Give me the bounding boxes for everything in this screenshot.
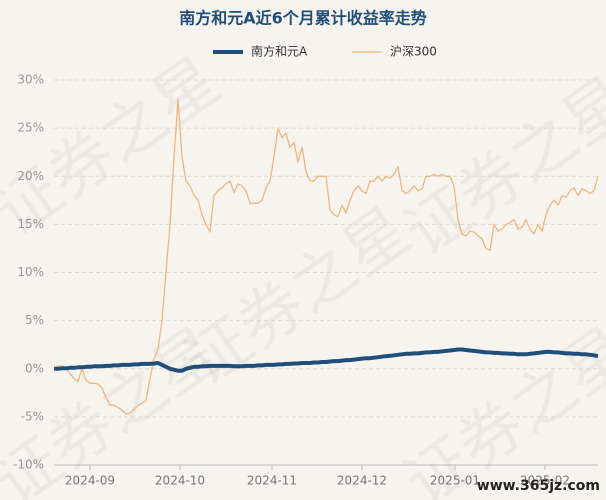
x-tick-label: 2024-12: [337, 474, 387, 488]
y-tick-label: 20%: [17, 169, 44, 183]
legend-label: 南方和元A: [251, 44, 308, 59]
watermark: 证券之星: [392, 313, 606, 500]
x-tick-label: 2024-10: [155, 474, 205, 488]
y-tick-label: 30%: [17, 73, 44, 87]
series-line: [53, 98, 599, 415]
watermark: 证券之星: [392, 63, 606, 270]
y-tick-label: -5%: [21, 409, 44, 423]
chart-title: 南方和元A近6个月累计收益率走势: [179, 9, 427, 28]
x-tick-label: 2024-11: [247, 474, 297, 488]
y-tick-label: 0%: [25, 361, 44, 375]
y-tick-label: -10%: [13, 458, 44, 472]
site-watermark: www.365jz.com: [477, 478, 600, 494]
y-tick-label: 25%: [17, 121, 44, 135]
x-tick-label: 2025-02: [520, 474, 570, 488]
legend-label: 沪深300: [390, 45, 437, 59]
x-tick-label: 2024-09: [65, 474, 115, 488]
y-tick-label: 5%: [25, 313, 44, 327]
series-line: [54, 347, 599, 373]
y-tick-label: 15%: [17, 217, 44, 231]
x-tick-label: 2025-01: [430, 474, 480, 488]
y-tick-label: 10%: [17, 265, 44, 279]
